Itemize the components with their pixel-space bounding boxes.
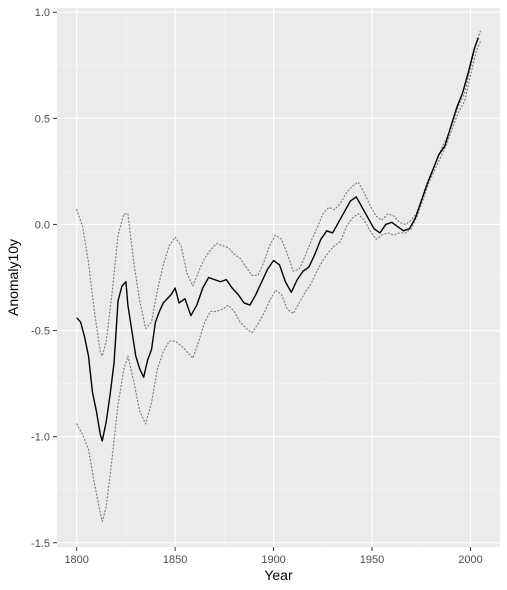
y-axis: -1.5 -1.0 -0.5 0.0 0.5 1.0 (31, 7, 57, 550)
y-tick-label: -1.5 (31, 538, 50, 550)
y-axis-title: Anomaly10y (5, 239, 21, 316)
minor-gridlines (57, 8, 500, 547)
lower-bound-series-line (76, 41, 481, 523)
x-axis: 1800 1850 1900 1950 2000 (64, 547, 483, 566)
y-tick-label: -0.5 (31, 326, 50, 338)
x-axis-title: Year (264, 567, 293, 583)
y-tick-label: 1.0 (35, 7, 50, 19)
x-tick-label: 1850 (163, 554, 187, 566)
y-tick-label: 0.0 (35, 219, 50, 231)
main-series-line (76, 37, 479, 442)
x-tick-label: 1800 (64, 554, 88, 566)
x-tick-label: 1900 (261, 554, 285, 566)
y-tick-label: -1.0 (31, 432, 50, 444)
y-tick-label: 0.5 (35, 113, 50, 125)
major-gridlines (57, 8, 500, 547)
x-tick-label: 1950 (360, 554, 384, 566)
series-layer (76, 30, 481, 523)
x-tick-label: 2000 (458, 554, 482, 566)
upper-bound-series-line (76, 30, 481, 357)
